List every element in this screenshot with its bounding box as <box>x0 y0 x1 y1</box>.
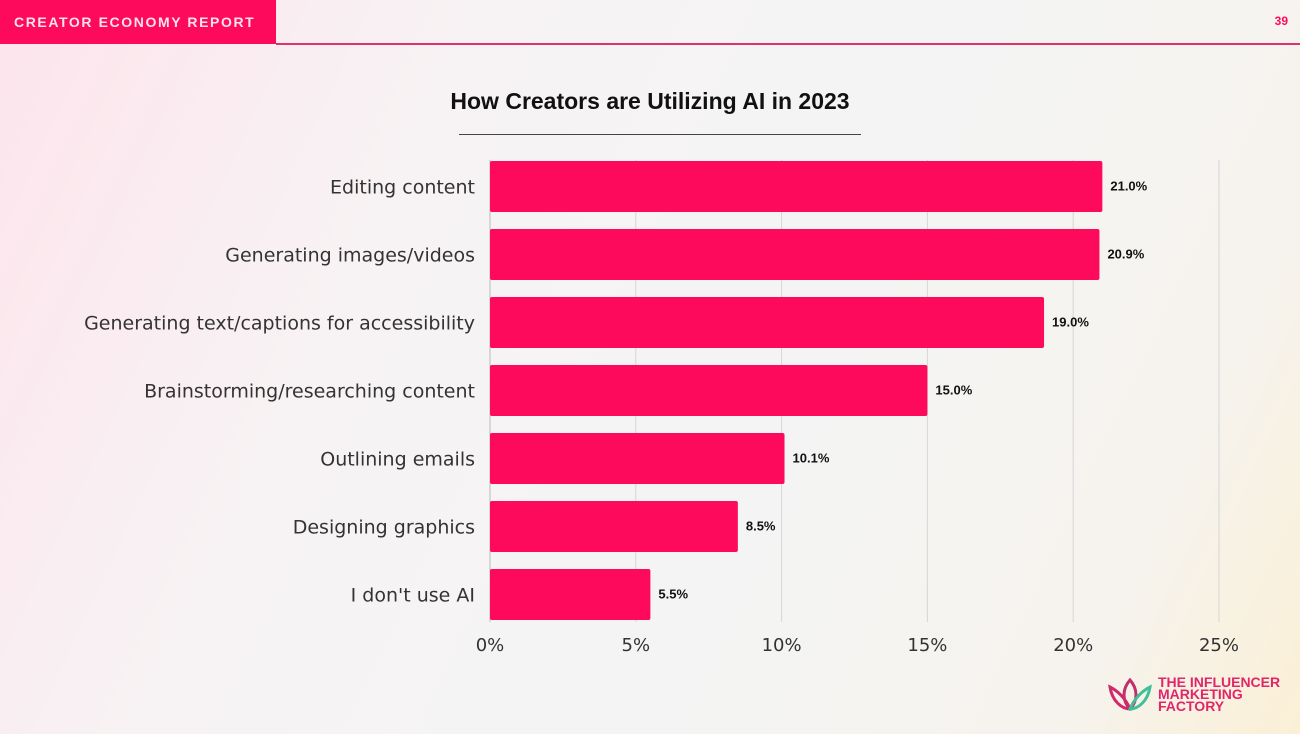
bar <box>490 229 1100 280</box>
category-label: I don't use AI <box>351 585 475 607</box>
category-label: Generating text/captions for accessibili… <box>84 313 475 335</box>
bar <box>490 433 785 484</box>
brand-name: THE INFLUENCER MARKETING FACTORY <box>1158 674 1281 714</box>
category-label: Editing content <box>330 177 475 199</box>
data-label: 21.0% <box>1110 179 1147 194</box>
category-label: Generating images/videos <box>225 245 475 267</box>
brand-logo: THE INFLUENCER MARKETING FACTORY <box>1108 674 1298 714</box>
category-label: Brainstorming/researching content <box>144 381 475 403</box>
data-label: 8.5% <box>746 519 776 534</box>
report-section-label: CREATOR ECONOMY REPORT <box>0 0 276 44</box>
bar <box>490 297 1045 348</box>
bar <box>490 161 1103 212</box>
bar <box>490 501 738 552</box>
x-tick-label: 15% <box>907 635 947 656</box>
data-label: 19.0% <box>1052 315 1089 330</box>
x-tick-label: 25% <box>1199 635 1239 656</box>
x-tick-label: 20% <box>1053 635 1093 656</box>
bar <box>490 365 928 416</box>
data-label: 10.1% <box>793 451 830 466</box>
page-number: 39 <box>1274 14 1288 28</box>
chart-title: How Creators are Utilizing AI in 2023 <box>450 88 850 114</box>
category-label: Outlining emails <box>320 449 475 471</box>
data-label: 20.9% <box>1107 247 1144 262</box>
x-tick-label: 5% <box>622 635 651 656</box>
x-tick-label: 0% <box>476 635 505 656</box>
bar <box>490 569 651 620</box>
lotus-logo-icon <box>1108 677 1152 711</box>
data-label: 5.5% <box>658 587 688 602</box>
data-label: 15.0% <box>935 383 972 398</box>
x-tick-label: 10% <box>762 635 802 656</box>
title-underline <box>459 134 861 135</box>
category-label: Designing graphics <box>293 517 475 539</box>
header-divider <box>276 43 1300 45</box>
